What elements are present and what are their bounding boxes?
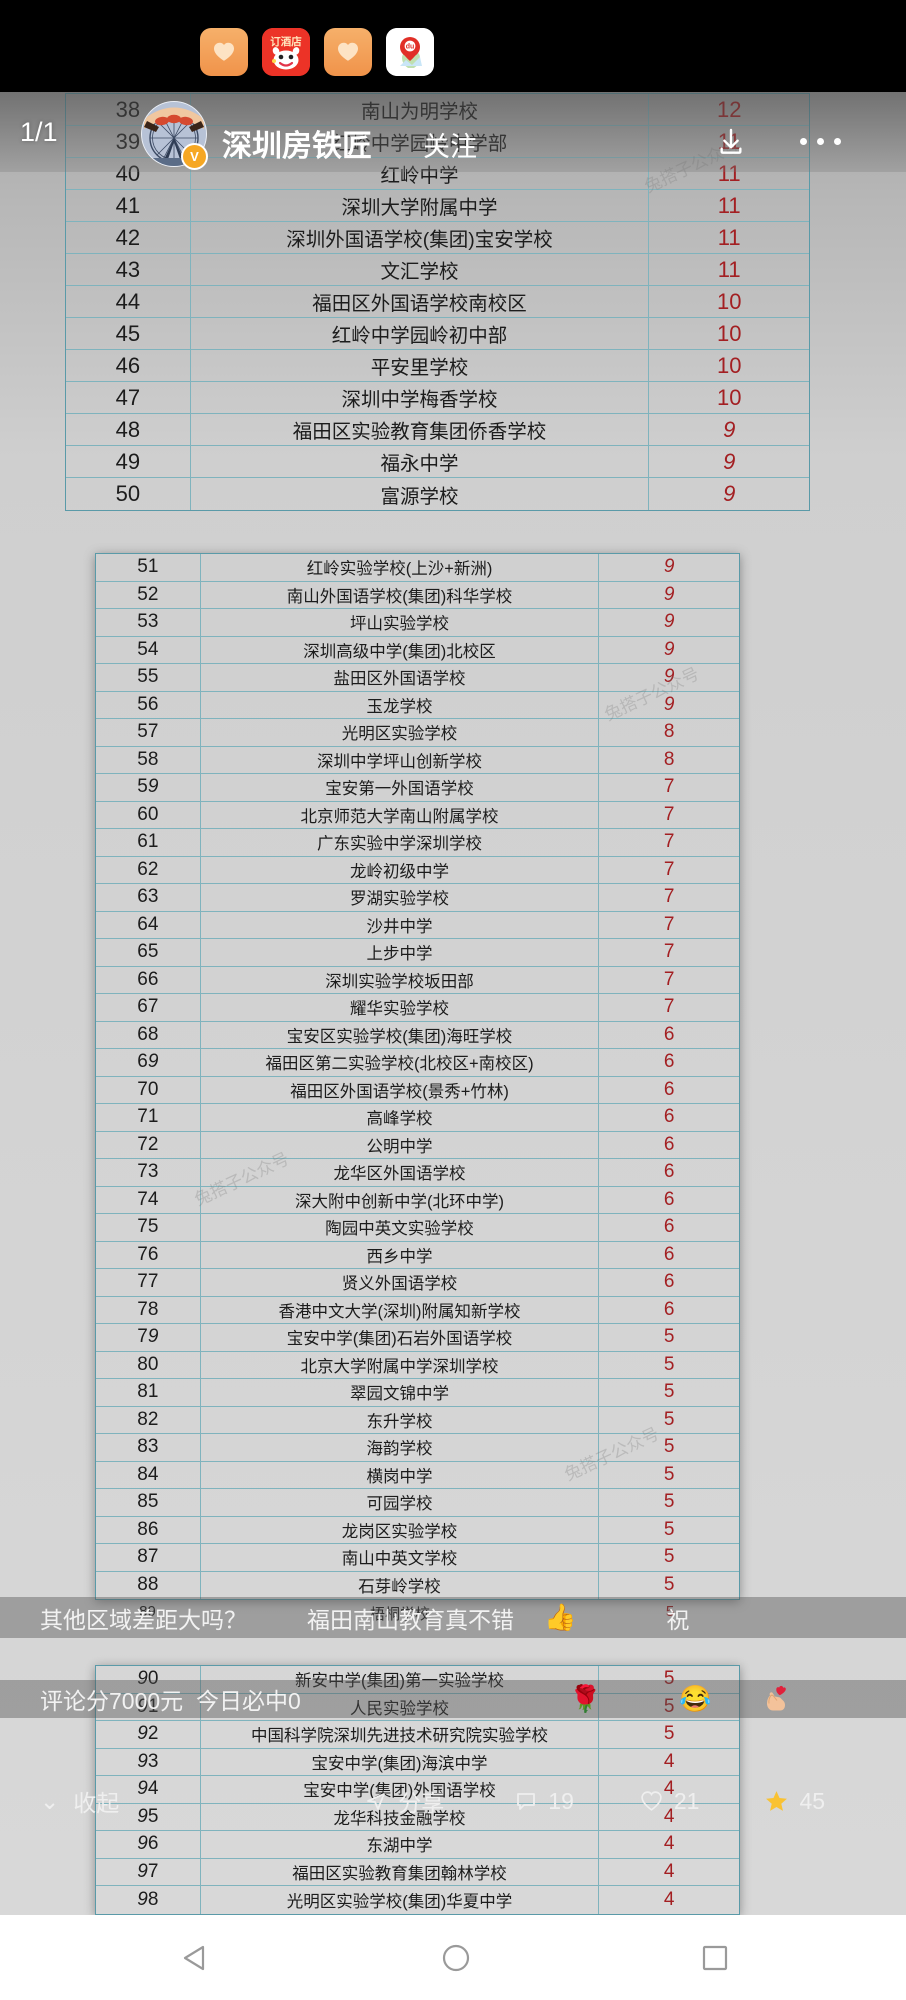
svg-text:du: du xyxy=(406,44,415,51)
svg-text:订酒店: 订酒店 xyxy=(270,35,302,48)
